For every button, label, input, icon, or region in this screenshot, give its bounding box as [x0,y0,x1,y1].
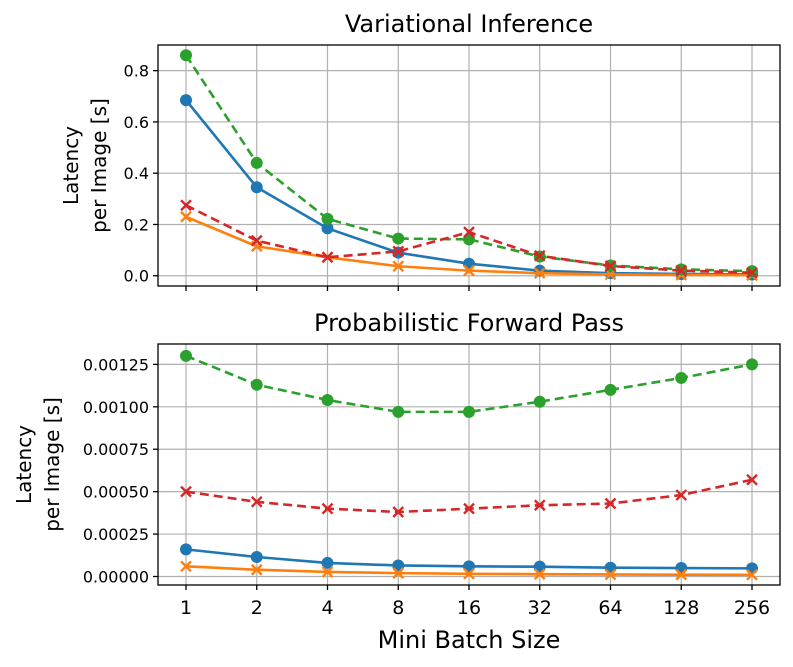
data-point-red-dashed-x [321,502,334,515]
data-point-red-dashed-x [180,199,192,212]
x-tick-label: 32 [528,597,552,619]
data-point-orange-solid-x [463,567,475,580]
data-point-green-dashed-circle [746,358,758,371]
data-point-orange-solid-x [604,568,617,581]
chart-title: Variational Inference [345,10,593,38]
data-point-orange-solid-x [746,568,758,581]
data-point-blue-solid-circle [675,562,688,575]
data-point-red-dashed-x [250,234,263,247]
data-point-red-dashed-x [392,506,405,518]
data-point-orange-solid-x [392,567,405,579]
y-tick-label: 0.8 [124,62,149,81]
y-axis-label: Latency [59,126,83,205]
data-point-red-dashed-x [675,264,688,277]
data-point-green-dashed-circle [392,232,405,245]
data-point-orange-solid-x [533,568,546,580]
x-tick-label: 256 [734,597,770,619]
data-point-green-dashed-circle [321,394,334,407]
x-tick-label: 1 [180,597,192,619]
data-point-red-dashed-x [463,502,475,515]
chart-panel-1: 0.0 0.2 0.4 0.6 0.8 Variational Inference Late… [59,10,781,291]
data-point-green-dashed-circle [533,395,546,408]
x-axis-label: Mini Batch Size [378,626,561,654]
data-point-green-dashed-circle [463,405,475,418]
series-line-green-dashed-circle [184,54,753,273]
data-point-red-dashed-x [321,251,334,264]
y-tick-label: 0.00000 [83,568,149,587]
chart-title: Probabilistic Forward Pass [314,309,624,337]
data-point-green-dashed-circle [392,405,405,418]
data-point-red-dashed-x [180,485,192,498]
data-point-red-dashed-x [746,473,758,486]
y-tick-label: 0.00075 [83,440,149,459]
data-point-green-dashed-circle [321,212,334,225]
data-point-red-dashed-x [675,489,688,501]
y-axis-label: Latency [12,425,36,504]
data-point-red-dashed-x [533,499,546,512]
y-axis-label: per Image [s] [40,397,64,532]
data-point-red-dashed-x [250,495,263,508]
data-point-orange-solid-x [463,264,475,277]
chart-panel-2: 0.00000 0.00025 0.00050 0.00075 0.00100 0.001… [12,309,781,654]
y-tick-label: 0.6 [124,113,149,132]
data-point-orange-solid-x [604,268,617,281]
data-point-green-dashed-circle [250,156,263,169]
x-tick-label: 64 [598,597,622,619]
data-point-red-dashed-x [604,497,617,510]
data-point-green-dashed-circle [250,378,263,391]
x-tick-label: 2 [251,597,263,619]
data-point-blue-solid-circle [746,562,758,575]
y-axis-label: per Image [s] [87,98,111,233]
data-point-green-dashed-circle [180,49,192,62]
data-point-red-dashed-x [746,266,758,279]
y-tick-label: 0.00025 [83,525,149,544]
y-tick-label: 0.4 [124,164,149,183]
data-point-green-dashed-circle [604,383,617,396]
data-point-blue-solid-circle [180,94,192,107]
data-point-red-dashed-x [392,245,405,258]
data-point-blue-solid-circle [321,556,334,569]
data-point-orange-solid-x [250,563,263,576]
series-line-green-dashed-circle [185,354,753,414]
x-tick-label: 16 [457,597,481,619]
data-point-orange-solid-x [392,260,405,273]
data-point-blue-solid-circle [180,543,192,556]
data-point-orange-solid-x [180,210,192,223]
data-point-green-dashed-circle [675,371,688,384]
y-tick-label: 0.2 [124,215,149,234]
data-point-green-dashed-circle [180,349,192,362]
data-point-red-dashed-x [604,260,617,272]
data-point-orange-solid-x [533,267,546,280]
data-point-blue-solid-circle [250,181,263,194]
data-point-blue-solid-circle [321,222,334,235]
y-tick-label: 0.00050 [83,483,149,502]
data-point-orange-solid-x [180,560,192,573]
x-tick-label: 8 [392,597,404,619]
x-tick-label: 4 [321,597,333,619]
data-point-blue-solid-circle [250,550,263,563]
data-point-orange-solid-x [675,568,688,581]
y-tick-label: 0.0 [124,267,149,286]
data-point-red-dashed-x [533,249,546,262]
data-point-red-dashed-x [463,226,475,239]
y-tick-label: 0.00125 [83,355,149,374]
y-tick-label: 0.00100 [83,398,149,417]
x-tick-label: 128 [663,597,699,619]
data-point-orange-solid-x [321,566,334,578]
